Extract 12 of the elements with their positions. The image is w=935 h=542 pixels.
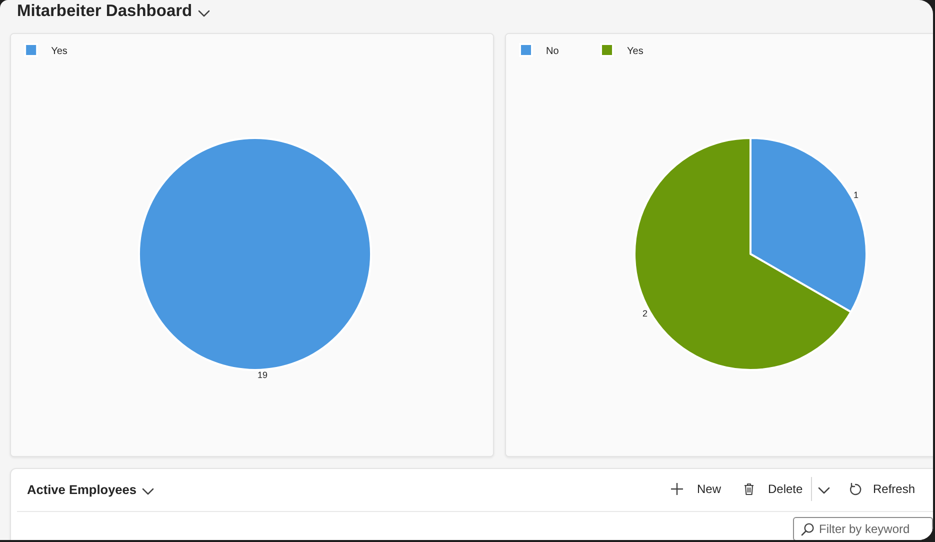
text: New — [697, 481, 722, 498]
text: Refresh — [873, 481, 916, 498]
data-label: 2 — [642, 308, 648, 318]
text: Delete — [768, 481, 803, 498]
legend-label: No — [546, 46, 560, 57]
legend-label: Yes — [51, 46, 68, 57]
search-field: Filter by keyword — [793, 517, 933, 540]
text: Active Employees — [27, 481, 137, 499]
data-label: 1 — [853, 190, 858, 200]
data-label: 19 — [258, 370, 268, 380]
legend-label: Yes — [627, 46, 644, 57]
text: Mitarbeiter Dashboard — [17, 1, 192, 22]
